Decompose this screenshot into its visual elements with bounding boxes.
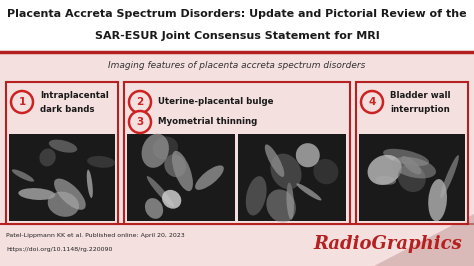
Circle shape [361,91,383,113]
Circle shape [129,91,151,113]
Ellipse shape [48,192,79,217]
Ellipse shape [195,165,224,190]
Text: 4: 4 [368,97,376,107]
Ellipse shape [367,155,402,185]
Ellipse shape [401,156,421,174]
Ellipse shape [383,149,429,166]
Ellipse shape [87,156,115,168]
Ellipse shape [398,164,426,192]
Ellipse shape [266,189,296,223]
Text: Placenta Accreta Spectrum Disorders: Update and Pictorial Review of the: Placenta Accreta Spectrum Disorders: Upd… [7,9,467,19]
Ellipse shape [172,151,193,191]
Ellipse shape [392,157,436,178]
Ellipse shape [54,178,86,210]
Ellipse shape [147,176,174,207]
Text: Myometrial thinning: Myometrial thinning [158,118,257,127]
Bar [356,82,468,224]
Text: 3: 3 [137,117,144,127]
Text: Intraplacental: Intraplacental [40,92,109,101]
Ellipse shape [18,188,55,200]
Bar [6,82,118,224]
Text: SAR-ESUR Joint Consensus Statement for MRI: SAR-ESUR Joint Consensus Statement for M… [95,31,379,41]
Ellipse shape [153,136,178,159]
Text: dark bands: dark bands [40,106,94,114]
Text: Uterine-placental bulge: Uterine-placental bulge [158,98,273,106]
Bar [0,0,474,52]
Ellipse shape [428,179,447,221]
Bar [127,134,235,221]
Circle shape [11,91,33,113]
Text: https://doi.org/10.1148/rg.220090: https://doi.org/10.1148/rg.220090 [6,247,112,252]
Bar [238,134,346,221]
Text: 2: 2 [137,97,144,107]
Text: 1: 1 [18,97,26,107]
Ellipse shape [145,198,163,219]
Ellipse shape [246,176,267,215]
Ellipse shape [296,184,321,201]
Text: Bladder wall: Bladder wall [390,92,450,101]
Ellipse shape [142,134,169,168]
Polygon shape [374,214,474,266]
Ellipse shape [12,169,34,182]
Text: Imaging features of placenta accreta spectrum disorders: Imaging features of placenta accreta spe… [109,61,365,70]
Ellipse shape [162,190,181,209]
Ellipse shape [296,143,320,167]
Ellipse shape [271,153,301,189]
Ellipse shape [286,183,294,220]
Text: RadioGraphics: RadioGraphics [313,235,462,253]
Ellipse shape [164,154,186,177]
Text: interruption: interruption [390,106,450,114]
Text: Patel-Lippmann KK et al. Published online: April 20, 2023: Patel-Lippmann KK et al. Published onlin… [6,234,185,239]
Ellipse shape [265,144,284,177]
Circle shape [129,111,151,133]
Ellipse shape [313,159,338,184]
Ellipse shape [39,148,56,167]
Bar [9,134,115,221]
Ellipse shape [440,155,459,198]
Ellipse shape [49,140,77,153]
Ellipse shape [87,170,93,198]
Bar [359,134,465,221]
Bar [124,82,350,224]
Ellipse shape [375,176,396,185]
